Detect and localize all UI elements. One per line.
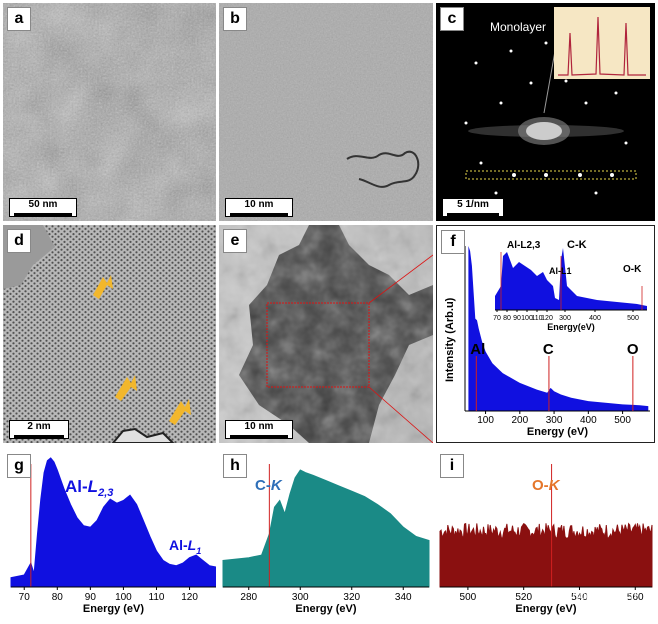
panel-d: d 2 nm xyxy=(3,225,216,443)
panel-a: a 50 nm xyxy=(3,3,216,221)
scale-bar: 10 nm xyxy=(225,420,293,439)
panel-d-lattice xyxy=(3,225,216,443)
x-axis-label: Energy (eV) xyxy=(83,603,144,615)
x-tick-label: 300 xyxy=(546,415,563,426)
x-tick-label: 520 xyxy=(515,592,532,603)
inset-tick-label: 400 xyxy=(589,315,601,322)
panel-label: c xyxy=(440,7,464,31)
x-tick-label: 90 xyxy=(85,592,97,603)
scale-bar-text: 50 nm xyxy=(28,199,58,210)
spectrum-area xyxy=(222,469,430,588)
panel-label: f xyxy=(441,230,465,254)
panel-c: Monolayer c 5 1/nm xyxy=(436,3,655,221)
edge-marker-label: Al xyxy=(470,341,485,358)
x-tick-label: 110 xyxy=(149,592,165,603)
scale-bar: 5 1/nm xyxy=(442,198,504,217)
inset-tick-label: 90 xyxy=(513,315,521,322)
edge-label: Al-L1 xyxy=(169,537,201,556)
x-tick-label: 100 xyxy=(115,592,132,603)
inset-tick-label: 500 xyxy=(627,315,639,322)
panel-b: b 10 nm xyxy=(219,3,433,221)
inset-label: C-K xyxy=(567,239,587,251)
inset-tick-label: 70 xyxy=(493,315,501,322)
inset-label: Al-L2,3 xyxy=(507,240,541,251)
edge-label: Al-L2,3 xyxy=(65,477,114,499)
inset-label: Al-L1 xyxy=(549,266,572,276)
x-tick-label: 280 xyxy=(240,592,257,603)
scale-bar-text: 5 1/nm xyxy=(457,199,489,210)
spectrum-area xyxy=(10,457,216,588)
x-tick-label: 120 xyxy=(181,592,198,603)
scale-bar-text: 2 nm xyxy=(27,421,51,432)
panel-label: d xyxy=(7,229,31,253)
x-axis-label: Energy (eV) xyxy=(295,603,356,615)
x-tick-label: 300 xyxy=(292,592,309,603)
spectrum-area xyxy=(439,522,653,588)
panel-b-micrograph xyxy=(219,3,433,221)
x-tick-label: 560 xyxy=(627,592,644,603)
panel-label: i xyxy=(440,454,464,478)
scale-bar: 50 nm xyxy=(9,198,77,217)
panel-label: e xyxy=(223,229,247,253)
x-axis-label: Energy (eV) xyxy=(515,603,576,615)
x-tick-label: 340 xyxy=(395,592,412,603)
scale-bar: 10 nm xyxy=(225,198,293,217)
panel-i: 500 520 540 560 Energy (eV) O-K i NanoResearc… xyxy=(436,450,655,620)
x-tick-label: 100 xyxy=(477,415,494,426)
panel-e-haadf xyxy=(219,225,433,443)
inset-x-axis-label: Energy(eV) xyxy=(547,322,595,332)
panel-c-title: Monolayer xyxy=(490,20,546,34)
x-tick-label: 500 xyxy=(614,415,631,426)
panel-label: h xyxy=(223,454,247,478)
watermark: NanoResearch xyxy=(556,588,637,602)
ylabel: Intensity (Arb.u) xyxy=(444,297,456,382)
edge-label: O-K xyxy=(532,477,561,494)
scale-bar: 2 nm xyxy=(9,420,69,439)
panel-i-o-edge: 500 520 540 560 Energy (eV) O-K xyxy=(439,464,653,615)
inset-tick-label: 80 xyxy=(503,315,511,322)
panel-e: e 10 nm xyxy=(219,225,433,443)
inset-tick-label: 300 xyxy=(559,315,571,322)
inset-tick-label: 100 xyxy=(521,315,533,322)
panel-a-micrograph xyxy=(3,3,216,221)
x-tick-label: 320 xyxy=(343,592,360,603)
x-tick-label: 70 xyxy=(19,592,31,603)
x-tick-label: 540 xyxy=(571,592,588,603)
panel-h: 280 300 320 340 Energy (eV) C-K h xyxy=(219,450,433,620)
edge-label: C-K xyxy=(255,477,283,494)
x-axis-label: Energy (eV) xyxy=(527,426,588,438)
x-tick-label: 200 xyxy=(511,415,528,426)
scale-bar-text: 10 nm xyxy=(244,421,274,432)
panel-label: g xyxy=(7,454,31,478)
inset-tick-label: 120 xyxy=(541,315,553,322)
inset-spectrum-area xyxy=(495,248,647,310)
panel-f-eels-spectrum: Intensity (Arb.u) 100 200 300 400 500 Energy … xyxy=(444,230,651,438)
scale-bar-text: 10 nm xyxy=(244,199,274,210)
spectrum-area xyxy=(468,246,649,411)
edge-marker-label: C xyxy=(543,341,554,358)
panel-h-c-edge: 280 300 320 340 Energy (eV) C-K xyxy=(222,464,430,615)
x-tick-label: 80 xyxy=(52,592,64,603)
panel-label: a xyxy=(7,7,31,31)
panel-label: b xyxy=(223,7,247,31)
panel-g: 70 80 90 100 110 120 Energy (eV) Al-L2,3 Al-L1 g xyxy=(3,450,216,620)
panel-f: Intensity (Arb.u) 100 200 300 400 500 Energy … xyxy=(436,225,655,443)
panel-c-diffraction: Monolayer xyxy=(436,3,655,221)
x-tick-label: 400 xyxy=(580,415,597,426)
edge-marker-label: O xyxy=(627,341,639,358)
panel-g-al-edge: 70 80 90 100 110 120 Energy (eV) Al-L2,3 Al-L1 xyxy=(10,457,216,615)
inset-label: O-K xyxy=(623,264,642,275)
x-tick-label: 500 xyxy=(460,592,477,603)
inset-tick-label: 110 xyxy=(531,315,542,322)
